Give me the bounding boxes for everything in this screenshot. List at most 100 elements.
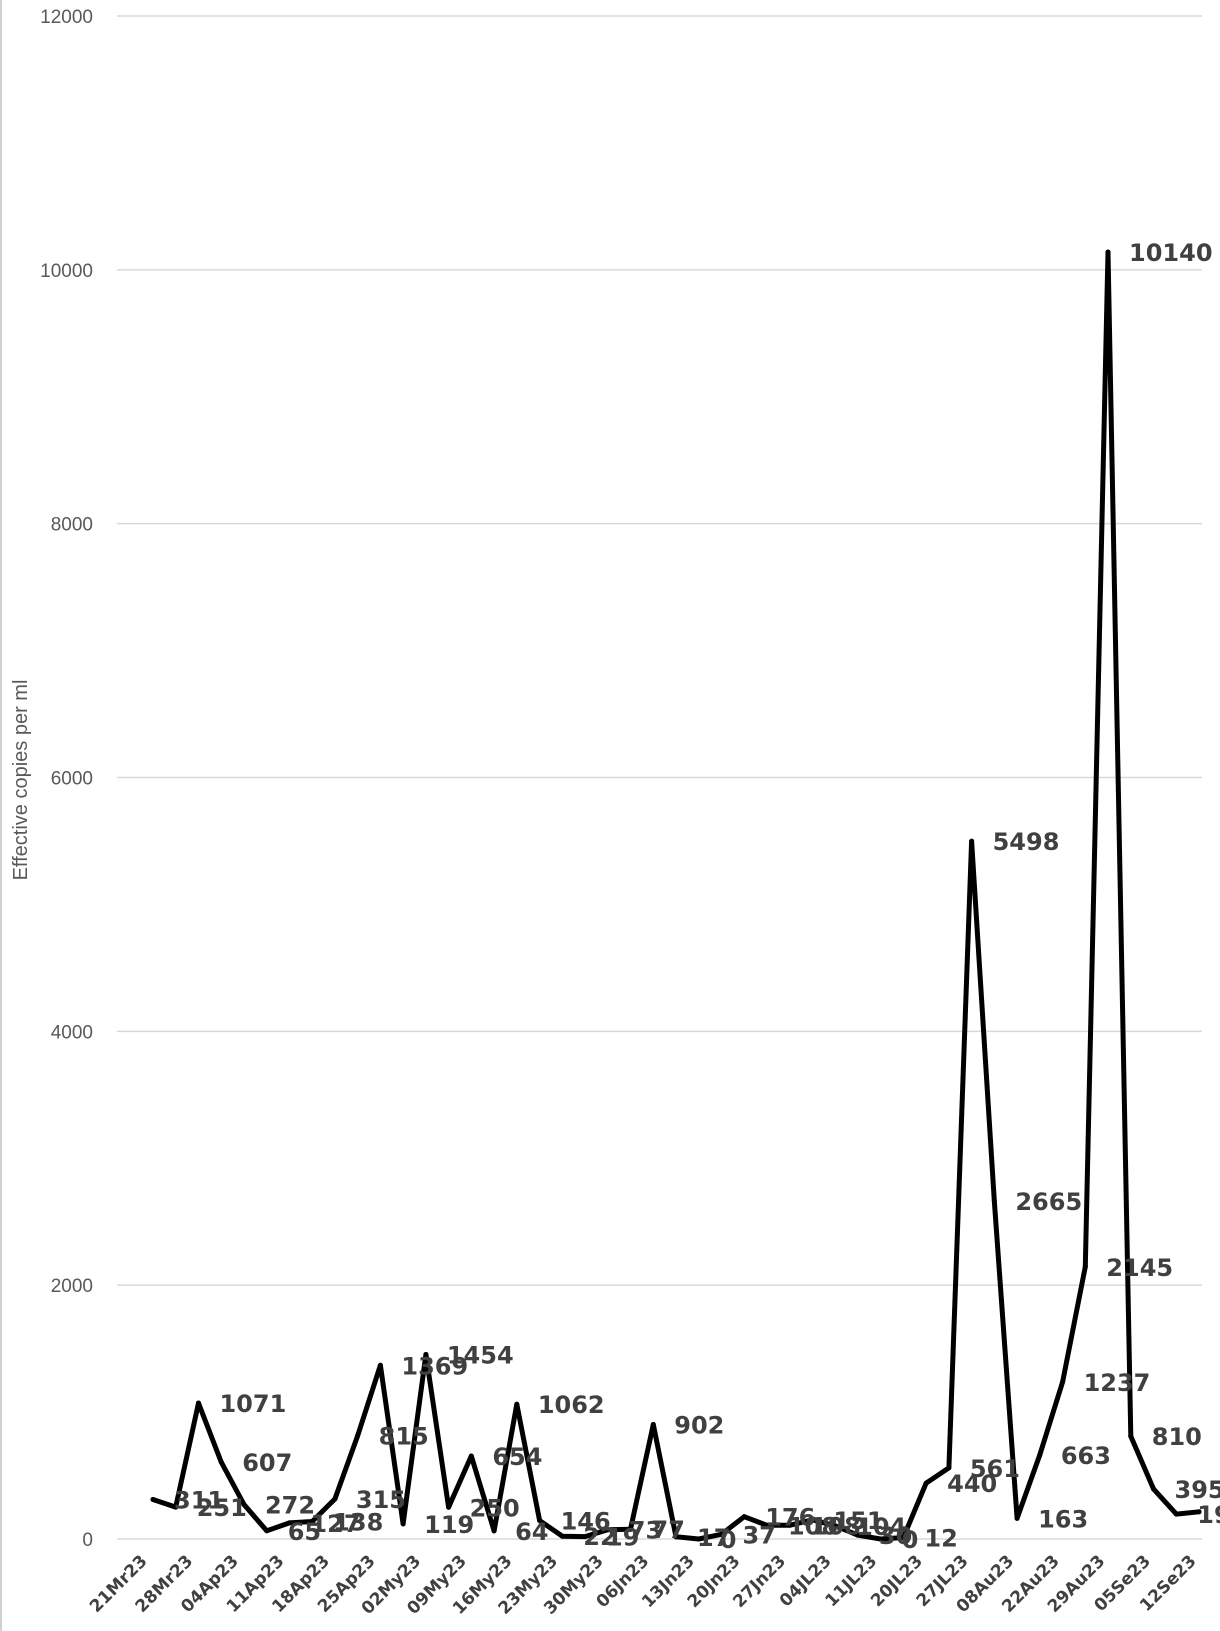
data-label: 108 xyxy=(788,1512,838,1540)
data-label: 138 xyxy=(333,1508,383,1536)
data-point xyxy=(718,1531,724,1537)
data-point xyxy=(400,1521,406,1527)
data-label: 37 xyxy=(742,1521,775,1549)
y-tick-label: 10000 xyxy=(40,261,93,282)
data-point xyxy=(1037,1452,1043,1458)
data-point xyxy=(241,1501,247,1507)
y-axis-ticks: 0 2000 4000 6000 8000 10000 12000 xyxy=(40,7,93,1551)
data-point xyxy=(514,1401,520,1407)
data-point xyxy=(559,1533,565,1539)
series-line xyxy=(150,249,1202,1542)
data-point xyxy=(286,1520,292,1526)
data-label: 127 xyxy=(310,1510,360,1538)
data-point xyxy=(991,1198,997,1204)
data-label: 2665 xyxy=(1015,1188,1082,1216)
data-label: 64 xyxy=(515,1518,548,1546)
data-point xyxy=(218,1459,224,1465)
data-point xyxy=(923,1480,929,1486)
data-label: 250 xyxy=(470,1494,520,1522)
data-label: 1071 xyxy=(219,1390,286,1418)
data-label: 815 xyxy=(379,1423,429,1451)
data-point xyxy=(1151,1486,1157,1492)
y-tick-label: 2000 xyxy=(51,1276,93,1297)
data-label: 607 xyxy=(242,1449,292,1477)
data-point xyxy=(468,1453,474,1459)
data-label: 395 xyxy=(1175,1476,1220,1504)
data-label: 561 xyxy=(970,1455,1020,1483)
data-point xyxy=(969,838,975,844)
y-tick-label: 0 xyxy=(82,1530,93,1551)
data-label: 1454 xyxy=(447,1341,514,1369)
data-point xyxy=(1014,1515,1020,1521)
data-label: 902 xyxy=(674,1412,724,1440)
data-point xyxy=(537,1517,543,1523)
data-point xyxy=(582,1534,588,1540)
data-point xyxy=(787,1522,793,1528)
data-point xyxy=(1128,1433,1134,1439)
data-label: 176 xyxy=(765,1504,815,1532)
data-label: 1237 xyxy=(1084,1369,1151,1397)
data-label: 810 xyxy=(1152,1423,1202,1451)
data-point xyxy=(741,1514,747,1520)
data-point xyxy=(696,1536,702,1542)
data-label: 1062 xyxy=(538,1391,605,1419)
data-label: 163 xyxy=(1038,1505,1088,1533)
data-point xyxy=(878,1536,884,1542)
data-label: 30 xyxy=(879,1522,912,1550)
data-label: 119 xyxy=(424,1511,474,1539)
y-tick-label: 6000 xyxy=(51,769,93,790)
data-point xyxy=(1060,1379,1066,1385)
data-label: 73 xyxy=(629,1517,662,1545)
data-point xyxy=(264,1528,270,1534)
data-label: 315 xyxy=(356,1486,406,1514)
gridlines xyxy=(117,15,1202,1540)
data-point xyxy=(1105,249,1111,255)
data-label: 104 xyxy=(856,1513,906,1541)
data-point xyxy=(491,1528,497,1534)
y-tick-label: 12000 xyxy=(40,7,93,28)
y-tick-label: 8000 xyxy=(51,515,93,536)
data-point xyxy=(173,1504,179,1510)
data-label: 2145 xyxy=(1106,1254,1173,1282)
data-label: 663 xyxy=(1061,1442,1111,1470)
data-label: 0 xyxy=(902,1526,919,1554)
data-point xyxy=(855,1532,861,1538)
data-point xyxy=(764,1522,770,1528)
data-label: 146 xyxy=(561,1507,611,1535)
data-point xyxy=(332,1496,338,1502)
data-point xyxy=(1082,1264,1088,1270)
data-label: 17 xyxy=(697,1524,730,1552)
data-label: 12 xyxy=(924,1524,957,1552)
data-point xyxy=(673,1534,679,1540)
data-point xyxy=(605,1527,611,1533)
data-point xyxy=(446,1504,452,1510)
data-point xyxy=(946,1465,952,1471)
data-label: 251 xyxy=(197,1494,247,1522)
data-label: 654 xyxy=(492,1443,542,1471)
data-label: 5498 xyxy=(993,828,1060,856)
data-label: 77 xyxy=(652,1516,685,1544)
data-point xyxy=(1173,1511,1179,1517)
data-label: 311 xyxy=(174,1487,224,1515)
data-points xyxy=(150,249,1202,1542)
data-point xyxy=(309,1518,315,1524)
data-point xyxy=(423,1351,429,1357)
data-label: 272 xyxy=(265,1491,315,1519)
data-point xyxy=(650,1422,656,1428)
data-label: 22 xyxy=(583,1523,616,1551)
data-label: 65 xyxy=(288,1518,321,1546)
y-tick-label: 4000 xyxy=(51,1022,93,1043)
data-label: 19 xyxy=(606,1524,639,1552)
data-point xyxy=(195,1400,201,1406)
data-point xyxy=(377,1362,383,1368)
data-label: 10140 xyxy=(1129,239,1213,267)
data-point xyxy=(832,1523,838,1529)
x-axis-ticks: 21Mr2328Mr2304Ap2311Ap2318Ap2325Ap2302My… xyxy=(86,1551,1200,1618)
data-label: 151 xyxy=(833,1507,883,1535)
data-point xyxy=(1196,1509,1202,1515)
data-point xyxy=(355,1433,361,1439)
data-label: 440 xyxy=(947,1470,997,1498)
data-label: 108 xyxy=(811,1512,861,1540)
